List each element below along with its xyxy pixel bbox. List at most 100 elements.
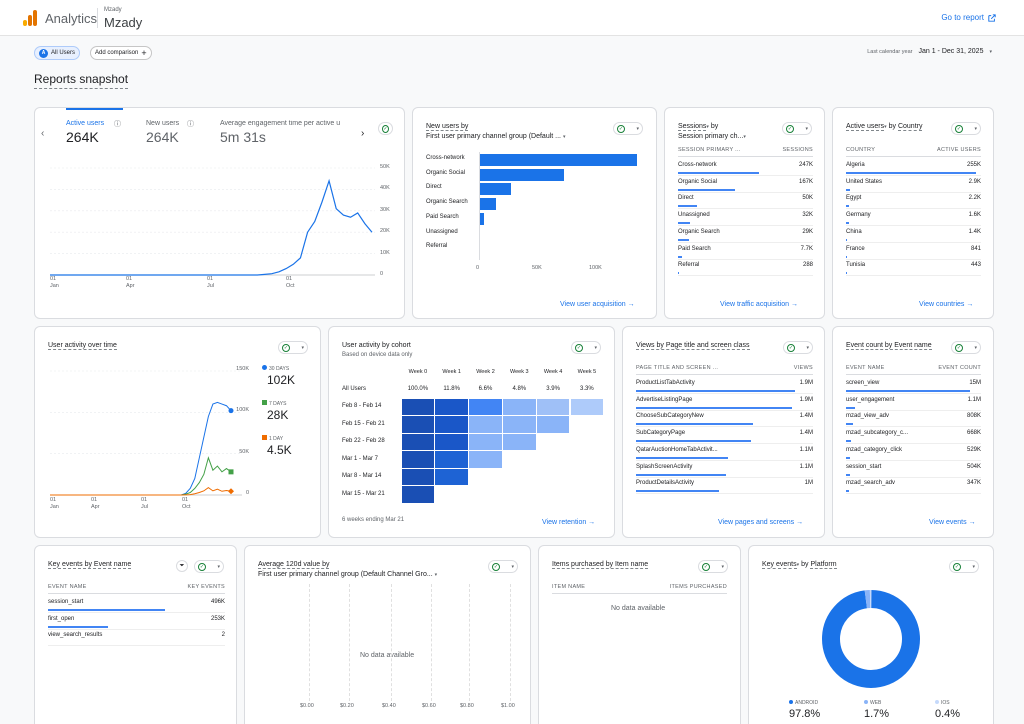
row-value: 1M	[804, 480, 813, 487]
table-row[interactable]: Referral 288	[678, 262, 813, 277]
view-retention-link[interactable]: View retention →	[542, 519, 596, 526]
row-value: 347K	[966, 480, 981, 487]
metric-selector[interactable]: Sessions	[678, 123, 707, 131]
metric-selector[interactable]: Active users	[846, 123, 885, 131]
y-tick-label: 40K	[380, 185, 390, 192]
table-row[interactable]: SplashScreenActivity 1.1M	[636, 464, 813, 478]
compare-button[interactable]: ✓ ▾	[783, 341, 813, 354]
country-card: Active users▾ by Country ✓ ▾ View countri…	[832, 107, 994, 319]
y-tick-label: 10K	[380, 249, 390, 256]
check-icon: ✓	[282, 343, 290, 352]
row-label: ChooseSubCategoryNew	[636, 413, 704, 420]
table-row[interactable]: mzad_subcategory_c... 668K	[846, 430, 981, 445]
table-row[interactable]: mzad_category_click 529K	[846, 447, 981, 461]
row-divider	[636, 476, 813, 478]
table-row[interactable]: Egypt 2.2K	[846, 195, 981, 210]
compare-button[interactable]: ✓ ▾	[571, 341, 601, 354]
all-users-chip[interactable]: A All Users	[34, 46, 81, 60]
table-row[interactable]: Paid Search 7.7K	[678, 246, 813, 260]
table-row[interactable]: United States 2.9K	[846, 179, 981, 193]
compare-button[interactable]: ✓ ▾	[951, 122, 981, 135]
card-title-text: Views by Page title and screen class	[636, 342, 750, 350]
view-events-link[interactable]: View events →	[929, 519, 976, 526]
table-row[interactable]: ProductDetailsActivity 1M	[636, 480, 813, 495]
table-row[interactable]: Tunisia 443	[846, 262, 981, 277]
row-value: 1.4M	[799, 430, 813, 437]
card-dimension[interactable]: First user primary channel group (Defaul…	[258, 571, 437, 578]
compare-button[interactable]: ✓ ▾	[782, 122, 812, 135]
table-row[interactable]: Cross-network 247K	[678, 162, 813, 176]
card-title: Items purchased by Item name	[552, 561, 649, 569]
card-dimension[interactable]: First user primary channel group (Defaul…	[426, 133, 565, 140]
card-dimension[interactable]: Session primary ch...▾	[678, 133, 746, 140]
table-row[interactable]: QatarAuctionHomeTabActivit... 1.1M	[636, 447, 813, 461]
row-divider	[48, 628, 225, 630]
card-title: Views by Page title and screen class	[636, 342, 750, 350]
pages-card: Views by Page title and screen class ✓ ▾ …	[622, 326, 825, 538]
view-traffic-acquisition-link[interactable]: View traffic acquisition →	[720, 301, 798, 308]
row-label: France	[846, 245, 865, 252]
series-end-marker	[228, 488, 234, 495]
chevron-down-icon: ▾	[806, 344, 809, 351]
table-row[interactable]: view_search_results 2	[48, 632, 225, 647]
table-row[interactable]: Organic Social 167K	[678, 179, 813, 193]
compare-button[interactable]: ✓ ▾	[951, 341, 981, 354]
compare-button[interactable]: ✓ ▾	[488, 560, 518, 573]
table-row[interactable]: mzad_search_adv 347K	[846, 480, 981, 495]
compare-button[interactable]: ✓ ▾	[698, 560, 728, 573]
row-bar	[48, 625, 109, 628]
compare-button[interactable]: ✓ ▾	[278, 341, 308, 354]
cohort-cell	[536, 398, 570, 415]
cohort-all-value: 3.3%	[580, 386, 594, 392]
metric-selector[interactable]: Key events	[762, 561, 797, 569]
summary-tab-indicator	[66, 108, 123, 110]
add-comparison-button[interactable]: Add comparison +	[90, 46, 152, 60]
table-row[interactable]: session_start 496K	[48, 599, 225, 613]
cohort-all-value: 6.6%	[478, 386, 493, 392]
metric-new-users[interactable]: New users 264K	[146, 120, 179, 145]
table-row[interactable]: ProductListTabActivity 1.9M	[636, 380, 813, 394]
table-row[interactable]: screen_view 15M	[846, 380, 981, 394]
x-tick-day: 01	[182, 497, 189, 503]
metric-engagement-time[interactable]: Average engagement time per active u 5m …	[220, 120, 356, 145]
view-pages-link[interactable]: View pages and screens →	[718, 519, 804, 526]
compare-button[interactable]: ✓ ▾	[194, 560, 224, 573]
view-countries-link[interactable]: View countries →	[919, 301, 974, 308]
table-row[interactable]: Germany 1.6K	[846, 212, 981, 227]
legend-value: 4.5K	[267, 443, 292, 457]
table-row[interactable]: mzad_view_adv 808K	[846, 413, 981, 428]
dimension-selector[interactable]: Platform	[810, 561, 837, 569]
check-icon: ✓	[787, 343, 795, 352]
table-row[interactable]: AdvertiseListingPage 1.9M	[636, 397, 813, 411]
table-row[interactable]: China 1.4K	[846, 229, 981, 243]
table-row[interactable]: Direct 50K	[678, 195, 813, 210]
table-row[interactable]: Organic Search 29K	[678, 229, 813, 243]
compare-button[interactable]: ✓ ▾	[949, 560, 979, 573]
table-row[interactable]: Algeria 255K	[846, 162, 981, 176]
x-tick-day: 01	[286, 276, 293, 282]
filter-icon[interactable]: ⏷	[176, 560, 188, 572]
table-row[interactable]: France 841	[846, 246, 981, 260]
go-to-report-link[interactable]: Go to report	[941, 13, 996, 22]
chevron-down-icon: ▾	[972, 563, 975, 570]
prev-icon[interactable]: ‹	[41, 128, 45, 139]
compare-button[interactable]: ✓ ▾	[613, 122, 643, 135]
row-divider	[846, 225, 981, 227]
column-header: ITEM NAME	[552, 584, 586, 590]
date-range-picker[interactable]: Last calendar year Jan 1 - Dec 31, 2025 ▾	[867, 48, 992, 55]
next-icon[interactable]: ›	[361, 128, 365, 139]
table-row[interactable]: user_engagement 1.1M	[846, 397, 981, 411]
table-row[interactable]: first_open 253K	[48, 616, 225, 630]
dimension-selector[interactable]: Country	[897, 123, 923, 131]
cohort-all-label: All Users	[342, 386, 367, 392]
row-label: United States	[846, 178, 883, 185]
table-row[interactable]: SubCategoryPage 1.4M	[636, 430, 813, 445]
date-range-label: Last calendar year	[867, 48, 913, 55]
table-row[interactable]: ChooseSubCategoryNew 1.4M	[636, 413, 813, 428]
metric-active-users[interactable]: Active users 264K	[66, 120, 104, 145]
insights-button[interactable]: ✓	[378, 122, 393, 135]
table-row[interactable]: Unassigned 32K	[678, 212, 813, 227]
view-user-acquisition-link[interactable]: View user acquisition →	[560, 301, 635, 308]
table-row[interactable]: session_start 504K	[846, 464, 981, 478]
account-name[interactable]: Mzady	[104, 15, 143, 30]
